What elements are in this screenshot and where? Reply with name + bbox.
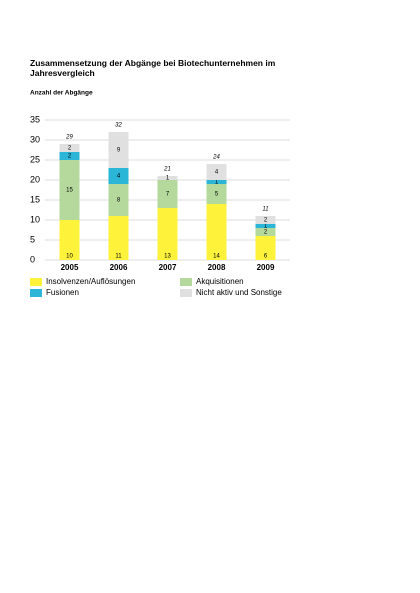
x-tick-label: 2008 [208, 263, 226, 272]
y-tick-label: 35 [30, 114, 40, 124]
bar-segment [206, 180, 227, 184]
bar-segment [59, 160, 80, 220]
legend-label: Akquisitionen [196, 277, 244, 286]
data-label: 9 [117, 148, 121, 154]
bar-segment [206, 204, 227, 260]
chart-subtitle: Anzahl der Abgänge [30, 90, 93, 97]
bar-segment [59, 152, 80, 160]
data-label: 5 [215, 192, 219, 198]
legend-label: Fusionen [46, 288, 79, 297]
bar-segment [59, 220, 80, 260]
bar-segment [255, 224, 276, 228]
data-label: 7 [166, 192, 170, 198]
data-label: 6 [264, 254, 268, 260]
y-tick-label: 5 [30, 234, 35, 244]
legend-label: Nicht aktiv und Sonstige [196, 288, 282, 297]
legend-swatch [180, 278, 192, 286]
bar-segment [108, 168, 129, 184]
data-label: 2 [68, 146, 72, 152]
bar-segment [157, 180, 178, 208]
bar-segment [206, 184, 227, 204]
y-tick-label: 10 [30, 214, 40, 224]
bar-segment [255, 216, 276, 224]
y-tick-label: 0 [30, 254, 35, 264]
bar-segment [157, 176, 178, 180]
legend-swatch [180, 289, 192, 297]
chart-title: Zusammensetzung der Abgänge bei Biotechu… [30, 58, 276, 78]
data-label: 1 [264, 224, 268, 230]
data-label: 13 [164, 254, 171, 260]
total-label: 32 [115, 123, 122, 129]
bar-segment [255, 228, 276, 236]
data-label: 10 [66, 254, 73, 260]
data-label: 8 [117, 198, 121, 204]
data-label: 4 [215, 170, 219, 176]
total-label: 29 [65, 135, 73, 141]
legend-swatch [30, 289, 42, 297]
bar-segment [157, 208, 178, 260]
total-label: 24 [212, 155, 220, 161]
x-tick-label: 2006 [110, 263, 128, 272]
data-label: 1 [166, 176, 170, 182]
bar-segment [108, 132, 129, 168]
bar-segment [206, 164, 227, 180]
data-label: 11 [115, 254, 122, 260]
data-label: 2 [264, 218, 268, 224]
legend-swatch [30, 278, 42, 286]
bar-segment [108, 184, 129, 216]
y-tick-label: 15 [30, 194, 40, 204]
bar-segment [108, 216, 129, 260]
data-label: 2 [68, 154, 72, 160]
x-tick-label: 2005 [61, 263, 79, 272]
data-label: 15 [66, 188, 73, 194]
total-label: 11 [262, 207, 268, 213]
data-label: 1 [215, 180, 219, 186]
legend-label: Insolvenzen/Auflösungen [46, 277, 135, 286]
y-tick-label: 20 [30, 174, 40, 184]
data-label: 4 [117, 174, 121, 180]
data-label: 2 [264, 230, 268, 236]
bar-segment [59, 144, 80, 152]
bar-segment [255, 236, 276, 260]
x-tick-label: 2009 [257, 263, 275, 272]
data-label: 14 [213, 254, 220, 260]
y-tick-label: 25 [30, 154, 40, 164]
y-tick-label: 30 [30, 134, 40, 144]
x-tick-label: 2007 [159, 263, 177, 272]
total-label: 21 [163, 167, 171, 173]
